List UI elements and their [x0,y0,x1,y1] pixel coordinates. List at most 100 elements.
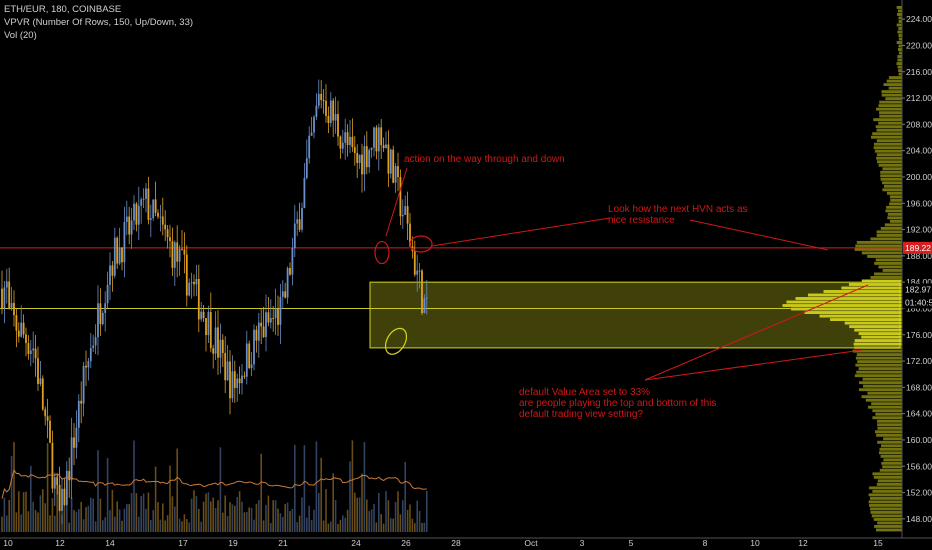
profile-row [867,391,902,395]
volume-bar [157,502,159,532]
time-tick-label: 8 [703,538,708,548]
candle-body [248,343,251,369]
candle [320,80,323,109]
candle [77,394,80,443]
candle-body [353,147,356,153]
profile-row [875,412,902,416]
profile-row [898,9,902,13]
profile-row [861,251,902,255]
profile-row [876,233,902,237]
candle-body [171,241,174,268]
annotation-hvn[interactable]: Look how the next HVN acts as nice resis… [608,204,748,226]
candle-body [159,216,162,218]
candle-body [327,115,330,123]
candle [142,188,145,209]
candle-body [358,154,361,163]
candle [176,225,179,278]
profile-row [879,111,902,115]
profile-row [884,184,902,188]
volume-bar [267,495,270,532]
profile-row [873,517,902,521]
candle-body [308,135,311,159]
candle-body [385,144,387,149]
candle [217,310,219,375]
volume-ma-path [1,468,427,499]
profile-row [870,237,902,241]
profile-row [878,163,902,167]
candle [145,183,147,213]
volume-bar [133,440,135,532]
candle [39,361,42,387]
candle [5,268,8,304]
candle-body [368,149,371,168]
volume-bar [411,518,414,532]
candle [133,195,135,231]
volume-bar [423,522,426,532]
profile-row [877,426,902,430]
volume-bar [32,501,34,532]
candle [22,314,25,339]
price-tick-label: 164.00 [906,409,932,419]
candle-body [140,199,143,206]
volume-bar [402,500,404,532]
candle-body [190,281,193,283]
profile-row [862,377,902,381]
time-tick-label: 10 [3,538,13,548]
profile-row [898,34,902,37]
volume-bar [366,499,368,532]
candle [238,366,241,395]
price-tick-label: 192.00 [906,225,932,235]
candle-body [22,322,25,335]
price-tick-label: 188.00 [906,251,932,261]
profile-row [879,100,902,104]
profile-row [786,300,902,304]
volume-bar [56,473,58,532]
candle-body [169,237,171,242]
profile-row [897,55,902,58]
candle [387,130,390,188]
profile-row [888,86,902,90]
candle-body [145,188,147,199]
legend-vpvr[interactable]: VPVR (Number Of Rows, 150, Up/Down, 33) [4,17,194,28]
candle [51,430,54,494]
candle [125,200,128,236]
candle-body [205,318,207,336]
profile-row [881,93,902,97]
candle [17,322,20,343]
candle [303,163,306,209]
volume-bar [8,500,10,532]
candle [356,144,359,179]
candle [416,254,419,292]
profile-row [898,51,902,55]
candle-body [44,409,47,417]
volume-bar [87,505,90,532]
candle-body [221,339,224,353]
volume-bar [421,522,423,532]
candle-body [423,298,426,314]
candle [116,236,119,269]
current-price-tag: 182.97 [903,283,932,296]
candle [248,340,251,370]
candle-body [229,361,231,399]
legend-symbol[interactable]: ETH/EUR, 180, COINBASE [4,4,122,15]
candle-body [313,116,315,133]
candle-body [382,145,385,149]
annotation-action[interactable]: action on the way through and down [404,154,565,165]
volume-bar [94,521,97,532]
candle [382,137,385,152]
candle [394,163,397,193]
candle [41,375,44,411]
candle-body [277,308,279,325]
annotation-value-area[interactable]: default Value Area set to 33% are people… [519,387,717,420]
candle-body [41,378,44,410]
candle-body [226,361,229,381]
volume-bar [25,491,27,532]
volume-bar [289,511,291,532]
legend-volume[interactable]: Vol (20) [4,30,37,41]
profile-row [871,514,902,518]
profile-row [804,311,902,314]
candle-body [363,146,366,175]
candle-body [351,136,354,148]
volume-bar [78,509,80,532]
